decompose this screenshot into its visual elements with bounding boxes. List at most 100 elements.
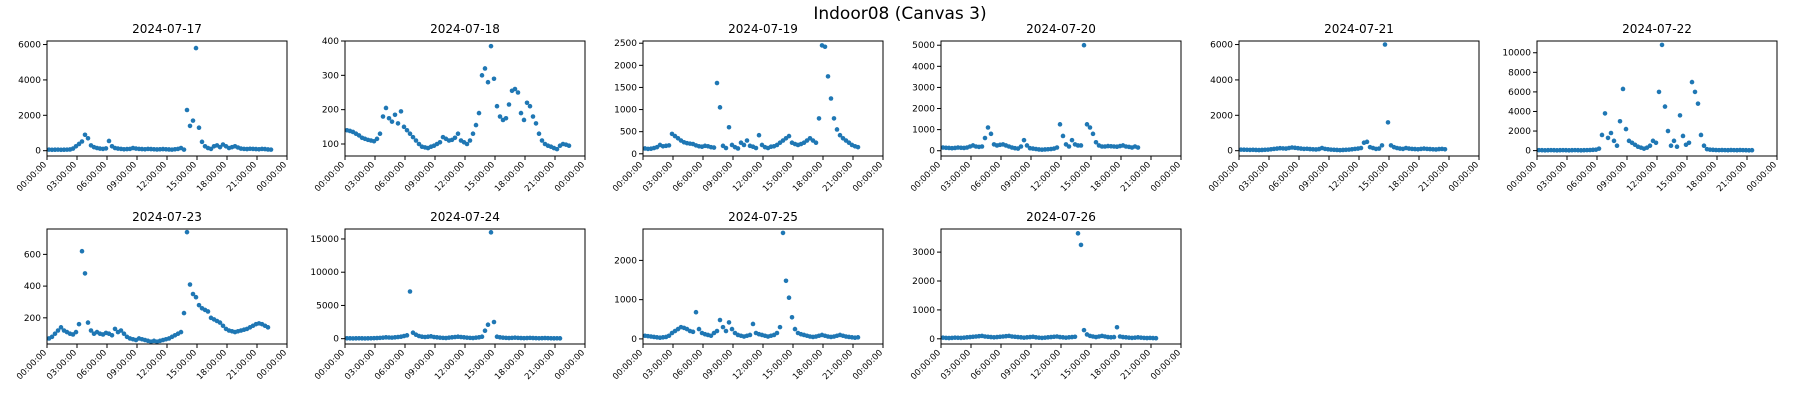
data-point: [217, 320, 223, 325]
y-tick-label: 0: [1227, 147, 1233, 157]
data-point: [437, 139, 443, 145]
data-point: [121, 331, 127, 336]
x-tick-label: 00:00:00: [15, 160, 49, 194]
data-point: [783, 278, 789, 284]
data-point: [491, 319, 497, 325]
data-point: [747, 332, 753, 338]
data-point: [717, 317, 723, 323]
data-point: [813, 140, 819, 146]
data-point: [1659, 42, 1665, 48]
data-point: [482, 328, 488, 334]
data-point: [181, 310, 187, 316]
data-point: [1623, 126, 1629, 132]
x-tick-label: 09:00:00: [701, 348, 735, 382]
x-tick-label: 18:00:00: [195, 160, 229, 194]
x-tick-label: 12:00:00: [1029, 160, 1063, 194]
data-point: [82, 132, 88, 138]
data-point: [1701, 143, 1707, 149]
data-point: [410, 134, 416, 140]
data-point: [539, 138, 545, 143]
data-point: [184, 229, 190, 235]
data-point: [106, 138, 112, 144]
data-point: [49, 334, 55, 340]
data-point: [834, 127, 840, 132]
data-point: [196, 302, 202, 308]
data-point: [485, 79, 491, 85]
x-tick-label: 15:00:00: [1357, 160, 1391, 194]
data-point: [714, 328, 720, 334]
x-tick-label: 09:00:00: [1595, 160, 1629, 194]
x-tick-label: 15:00:00: [165, 348, 199, 382]
data-point: [726, 320, 732, 325]
axes-frame: [1536, 40, 1778, 157]
y-tick-label: 6000: [1508, 88, 1531, 98]
subplot-2024-07-24: 2024-07-2405000100001500000:00:0003:00:0…: [310, 210, 587, 382]
data-point: [482, 66, 488, 71]
data-point: [566, 143, 572, 148]
data-point: [79, 248, 85, 254]
data-point: [1084, 122, 1090, 127]
data-point: [1021, 137, 1027, 143]
x-tick-label: 00:00:00: [909, 160, 943, 194]
data-point: [497, 114, 503, 119]
y-tick-label: 4000: [1508, 107, 1531, 117]
data-point: [193, 45, 199, 51]
y-tick-label: 2500: [614, 39, 637, 49]
data-point: [79, 139, 85, 144]
data-point: [217, 144, 223, 150]
data-point: [1379, 143, 1385, 148]
x-tick-label: 00:00:00: [313, 160, 347, 194]
data-point: [1605, 135, 1611, 141]
data-point: [452, 135, 458, 141]
x-tick-label: 06:00:00: [1267, 160, 1301, 194]
data-point: [1611, 138, 1617, 144]
data-point: [786, 133, 792, 139]
x-tick-label: 18:00:00: [195, 348, 229, 382]
x-tick-label: 03:00:00: [45, 348, 79, 382]
subplot-title: 2024-07-17: [132, 22, 202, 36]
y-tick-label: 0: [631, 335, 637, 345]
x-tick-label: 03:00:00: [641, 160, 675, 194]
data-point: [554, 146, 560, 152]
x-tick-label: 00:00:00: [611, 160, 645, 194]
x-tick-label: 06:00:00: [373, 160, 407, 194]
x-tick-label: 00:00:00: [313, 348, 347, 382]
data-point: [1078, 242, 1084, 248]
data-point: [1135, 145, 1141, 150]
subplot-2024-07-18: 2024-07-1810020030040000:00:0003:00:0006…: [313, 22, 587, 194]
data-point: [374, 136, 380, 142]
x-tick-label: 00:00:00: [553, 160, 587, 194]
data-point: [521, 117, 527, 123]
subplot-title: 2024-07-25: [728, 210, 798, 224]
data-point: [401, 124, 407, 130]
y-tick-label: 8000: [1508, 68, 1531, 78]
y-tick-label: 2000: [912, 277, 935, 287]
data-point: [557, 336, 563, 341]
data-point: [479, 73, 485, 78]
data-point: [1653, 140, 1659, 146]
x-tick-label: 18:00:00: [791, 348, 825, 382]
x-tick-label: 21:00:00: [523, 348, 557, 382]
data-point: [479, 334, 485, 339]
data-point: [515, 90, 521, 95]
data-point: [404, 127, 410, 133]
data-point: [1382, 42, 1388, 47]
x-tick-label: 09:00:00: [105, 160, 139, 194]
x-tick-label: 09:00:00: [403, 348, 437, 382]
data-point: [383, 105, 389, 111]
x-tick-label: 00:00:00: [851, 348, 885, 382]
data-point: [1656, 89, 1662, 95]
data-point: [1069, 137, 1075, 143]
data-point: [488, 43, 494, 49]
data-point: [777, 324, 783, 330]
data-point: [1087, 125, 1093, 130]
data-point: [1614, 143, 1620, 149]
data-point: [1114, 324, 1120, 330]
x-tick-label: 00:00:00: [611, 348, 645, 382]
x-tick-label: 06:00:00: [75, 160, 109, 194]
data-point: [666, 333, 672, 339]
data-points: [1536, 42, 1755, 153]
data-point: [1686, 140, 1692, 146]
y-tick-label: 3000: [912, 248, 935, 258]
